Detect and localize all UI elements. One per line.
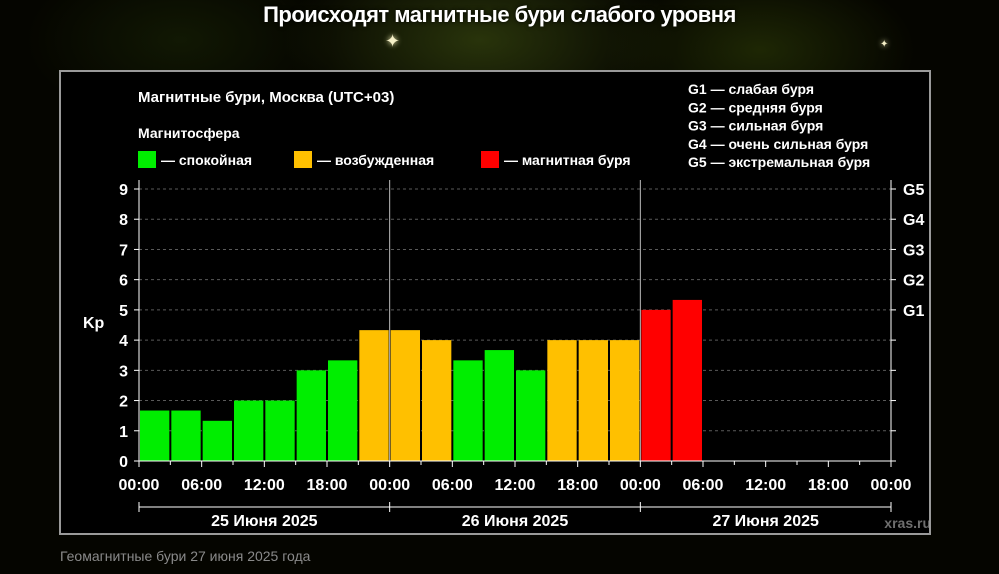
storm-scale-item: G4 — очень сильная буря <box>688 136 868 152</box>
storm-scale-item: G2 — средняя буря <box>688 99 823 115</box>
storm-scale-item: G1 — слабая буря <box>688 81 814 97</box>
bars <box>140 299 702 461</box>
kp-chart-panel: Магнитные бури, Москва (UTC+03) Магнитос… <box>59 70 931 535</box>
x-tick-label: 00:00 <box>620 477 661 494</box>
y-tick-label: 7 <box>119 242 128 259</box>
y-tick-label: 0 <box>119 454 128 471</box>
x-tick-label: 06:00 <box>683 477 724 494</box>
y-tick-label: 3 <box>119 363 128 380</box>
x-tick-label: 06:00 <box>432 477 473 494</box>
kp-bar <box>453 360 483 461</box>
y-tick-label: 2 <box>119 394 128 411</box>
right-tick-label: G2 <box>903 273 924 290</box>
x-tick-label: 12:00 <box>495 477 536 494</box>
x-tick-label: 00:00 <box>369 477 410 494</box>
x-tick-label: 18:00 <box>557 477 598 494</box>
storm-scale-item: G3 — сильная буря <box>688 118 823 134</box>
kp-bar <box>516 370 546 461</box>
day-label: 26 Июня 2025 <box>462 513 569 530</box>
kp-bar <box>578 340 608 461</box>
watermark: xras.ru <box>884 515 929 531</box>
legend-swatch <box>481 151 499 168</box>
right-tick-label: G1 <box>903 303 924 320</box>
x-tick-label: 12:00 <box>745 477 786 494</box>
storm-scale-item: G5 — экстремальная буря <box>688 154 870 170</box>
x-tick-label: 00:00 <box>119 477 160 494</box>
image-caption: Геомагнитные бури 27 июня 2025 года <box>60 548 311 564</box>
kp-bar <box>359 330 389 461</box>
grid <box>139 180 891 461</box>
sparkle-star-icon: ✦ <box>385 31 401 51</box>
kp-bar <box>422 340 452 461</box>
x-tick-label: 18:00 <box>808 477 849 494</box>
sparkle-star-icon: ✦ <box>880 39 889 50</box>
kp-bar <box>202 420 232 461</box>
legend: — спокойная — возбужденная — магнитная бур… <box>138 151 631 168</box>
y-tick-label: 9 <box>119 182 128 199</box>
y-tick-label: 4 <box>119 333 128 350</box>
y-tick-label: 6 <box>119 273 128 290</box>
x-tick-label: 18:00 <box>307 477 348 494</box>
kp-bar <box>328 360 358 461</box>
kp-bar <box>672 299 702 461</box>
x-tick-label: 06:00 <box>181 477 222 494</box>
kp-bar <box>484 350 514 461</box>
x-tick-label: 12:00 <box>244 477 285 494</box>
y-tick-label: 1 <box>119 424 128 441</box>
y-axis-label: Kp <box>83 315 105 332</box>
legend-swatch <box>138 151 156 168</box>
axes: 0 1 2 3 4 5 6 7 8 9 G1 G2 G3 G4 G5 00:00 06:00 12:00 18:00… <box>119 180 924 530</box>
day-label: 25 Июня 2025 <box>211 513 318 530</box>
legend-label: — спокойная <box>161 152 252 168</box>
kp-bar <box>547 340 577 461</box>
page-headline: Происходят магнитные бури слабого уровня <box>263 2 736 27</box>
x-tick-label: 00:00 <box>871 477 912 494</box>
kp-chart: Магнитные бури, Москва (UTC+03) Магнитос… <box>83 81 929 531</box>
kp-bar <box>610 340 640 461</box>
y-tick-label: 8 <box>119 212 128 229</box>
kp-bar <box>390 330 420 461</box>
legend-swatch <box>294 151 312 168</box>
kp-bar <box>140 410 170 461</box>
kp-bar <box>234 400 264 461</box>
kp-bar <box>296 370 326 461</box>
legend-label: — магнитная буря <box>504 152 631 168</box>
storm-scale-legend: G1 — слабая буря G2 — средняя буря G3 — си… <box>688 81 870 170</box>
chart-title: Магнитные бури, Москва (UTC+03) <box>138 89 394 106</box>
right-tick-label: G5 <box>903 182 924 199</box>
kp-bar <box>265 400 295 461</box>
day-label: 27 Июня 2025 <box>712 513 819 530</box>
legend-title: Магнитосфера <box>138 125 240 141</box>
legend-label: — возбужденная <box>317 152 434 168</box>
right-tick-label: G4 <box>903 212 924 229</box>
kp-bar <box>641 309 671 461</box>
kp-bar <box>171 410 201 461</box>
right-tick-label: G3 <box>903 242 924 259</box>
y-tick-label: 5 <box>119 303 128 320</box>
